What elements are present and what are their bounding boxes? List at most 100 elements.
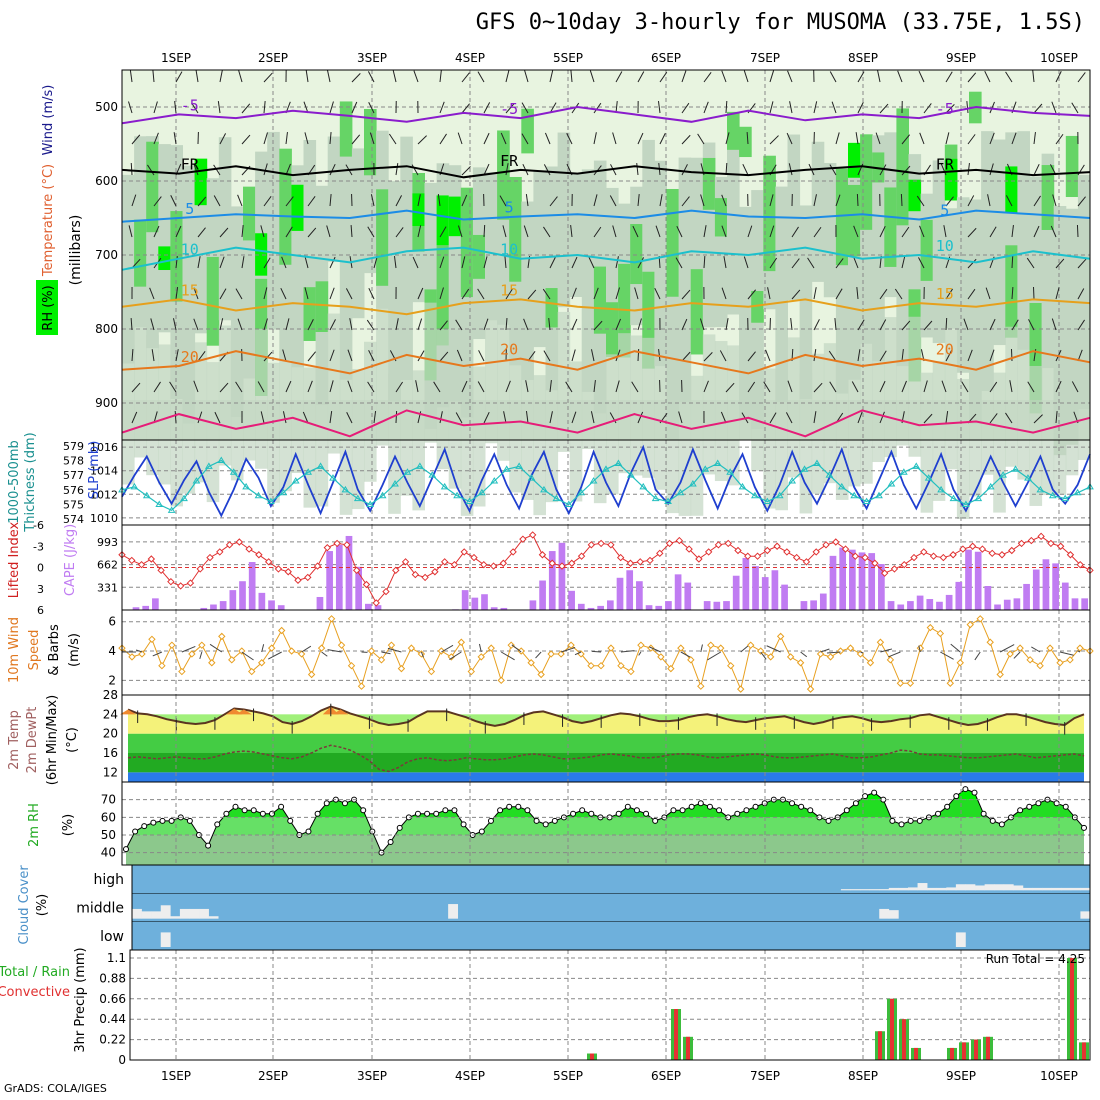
wind-barb (197, 227, 206, 238)
wind-barb (1055, 287, 1060, 300)
cloud-bar (927, 887, 938, 891)
cape-bar (868, 553, 876, 610)
wind-barb (769, 412, 777, 424)
lifted-index-point (470, 553, 478, 562)
wind-barb (857, 71, 865, 83)
wind-speed-point (796, 659, 805, 667)
lifted-index-point (196, 565, 204, 573)
thickness-point (639, 482, 648, 490)
cloud-bar (879, 908, 890, 919)
wind-barb (901, 380, 907, 393)
precip-tick-label: 0.44 (99, 1012, 126, 1026)
wind-barb (853, 225, 859, 238)
thickness-point (167, 506, 176, 513)
wind-barb (678, 411, 683, 424)
day-label-bottom: 4SEP (455, 1069, 485, 1083)
wind-speed-point (218, 632, 226, 641)
rh-point (287, 817, 294, 824)
lifted-index-point (929, 552, 938, 560)
rh-fill-low (872, 322, 885, 463)
cape-bar (219, 601, 227, 610)
wind-barb (439, 287, 444, 300)
thickness-point (651, 494, 660, 502)
wind-barb (835, 132, 840, 145)
wind-barb (131, 134, 141, 145)
slp-tick-label: 1014 (90, 465, 118, 478)
wind-barb (153, 101, 158, 114)
thickness-line (121, 459, 1091, 512)
wind-barb (747, 289, 757, 300)
isotherm-line (121, 246, 1091, 271)
thickness-point (316, 462, 325, 469)
wind-barb (373, 411, 377, 424)
thickness-point (341, 485, 350, 493)
rh-fill-green (243, 186, 256, 241)
wind-barb (285, 196, 294, 207)
wind-tick-label: 4 (108, 644, 116, 658)
wind-barb (615, 318, 621, 331)
cloud-bar (160, 932, 171, 947)
rh-fill-low (460, 375, 474, 516)
wind-barb (153, 196, 162, 207)
thickness-point (415, 462, 424, 469)
wind-speed-point (786, 653, 795, 661)
lifted-index-point (245, 545, 253, 553)
wind-barb (193, 163, 199, 176)
thickness-point (875, 491, 883, 499)
thickness-point (217, 456, 226, 464)
cape-bar (132, 607, 140, 610)
wind-barb (173, 318, 177, 331)
wind-barb (128, 225, 133, 238)
wind-barb (1077, 319, 1085, 331)
wind-barb (747, 351, 756, 362)
day-label-bottom: 8SEP (848, 1069, 878, 1083)
rh-fill-mid (908, 154, 922, 307)
rh-fill-low (993, 372, 1006, 513)
wind-barb (813, 411, 817, 424)
rh-band (126, 834, 1084, 865)
rh-point (487, 817, 494, 824)
wind-barb (703, 352, 713, 362)
wind-barb (989, 349, 995, 362)
wind-barb (417, 135, 427, 145)
wind-barb (151, 349, 155, 362)
wind-speed-point (258, 659, 266, 667)
rh-fill-green (339, 101, 353, 157)
day-label-bottom: 6SEP (651, 1069, 681, 1083)
wind-barb (477, 71, 485, 83)
cape-tick-label: 331 (97, 581, 118, 594)
wind-barb (505, 288, 513, 300)
wind-speed-point (826, 653, 835, 661)
wind-barb (307, 351, 316, 362)
wind-barb (307, 196, 316, 207)
surface-wind-barb (420, 651, 425, 658)
wind-barb (813, 287, 817, 300)
wind-barb (681, 70, 687, 83)
lifted-index-point (734, 546, 742, 555)
thickness-point (478, 488, 486, 496)
wind-barb (235, 381, 243, 393)
wind-barb (347, 380, 353, 393)
axis-label-rh: RH (%) (41, 285, 56, 330)
lifted-index-point (304, 573, 312, 582)
wind-barb (549, 196, 558, 207)
wind-speed-point (986, 638, 994, 646)
isotherm-line (121, 105, 1091, 125)
surface-wind-barb (321, 651, 328, 657)
surface-wind-barb (1059, 651, 1074, 656)
wind-speed-point (617, 661, 625, 670)
wind-barb (857, 102, 864, 114)
wind-barb (788, 163, 793, 176)
isotherm-label: FR (500, 152, 519, 170)
axis-label-thickness-2: Thickness (dm) (23, 432, 38, 532)
wind-barb (281, 256, 287, 269)
rh-point (570, 810, 577, 817)
cape-bar (684, 582, 692, 610)
wind-barb (521, 133, 529, 145)
isotherm-label: -5 (500, 100, 518, 118)
axis-label-rh2m: 2m RH (27, 803, 42, 847)
rh-fill-mid (194, 191, 208, 334)
wind-barb (439, 133, 447, 145)
wind-barb (197, 411, 203, 424)
wind-barb (967, 134, 976, 145)
